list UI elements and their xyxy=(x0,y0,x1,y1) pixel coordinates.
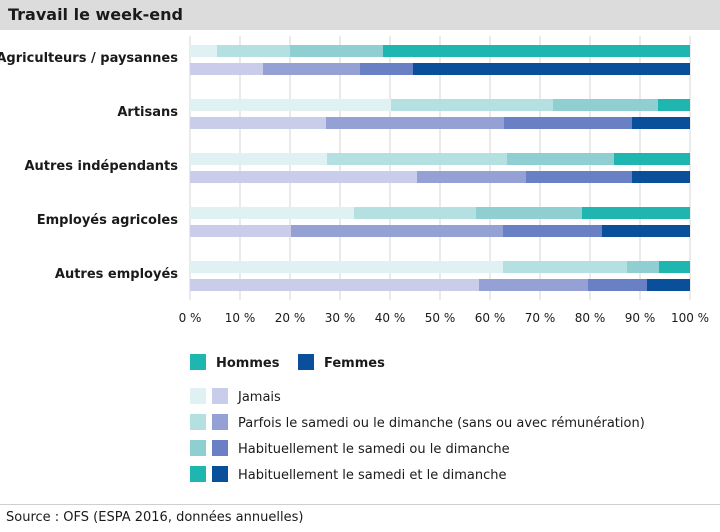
legend-swatch-femmes-level xyxy=(212,388,228,404)
legend-swatch-hommes-level xyxy=(190,388,206,404)
legend-label-femmes: Femmes xyxy=(324,356,385,371)
bar-segment-hommes xyxy=(190,207,354,219)
source-divider xyxy=(0,504,720,505)
bar-segment-femmes xyxy=(190,171,417,183)
bar-segment-femmes xyxy=(190,117,326,129)
legend-swatch-femmes-level xyxy=(212,466,228,482)
legend-swatch-femmes-level xyxy=(212,440,228,456)
bar-segment-femmes xyxy=(504,117,632,129)
bar-segment-femmes xyxy=(479,279,588,291)
legend-swatch-femmes-level xyxy=(212,414,228,430)
legend-swatch-femmes xyxy=(298,354,314,370)
bar-segment-femmes xyxy=(588,279,647,291)
bar-segment-femmes xyxy=(326,117,504,129)
bar-segment-hommes xyxy=(217,45,290,57)
x-tick-label: 10 % xyxy=(225,311,256,325)
chart-title: Travail le week-end xyxy=(8,5,183,24)
bar-segment-hommes xyxy=(503,261,627,273)
x-tick-label: 0 % xyxy=(179,311,202,325)
bar-segment-femmes xyxy=(602,225,690,237)
x-tick-label: 20 % xyxy=(275,311,306,325)
bar-segment-hommes xyxy=(553,99,658,111)
bar-segment-hommes xyxy=(507,153,614,165)
bar-segment-hommes xyxy=(190,45,217,57)
legend-label-level: Jamais xyxy=(237,390,281,405)
category-label: Employés agricoles xyxy=(37,213,179,228)
bar-segment-hommes xyxy=(614,153,690,165)
bar-segment-femmes xyxy=(190,63,263,75)
bar-segment-femmes xyxy=(526,171,632,183)
bar-segment-hommes xyxy=(290,45,383,57)
x-tick-label: 30 % xyxy=(325,311,356,325)
source-note: Source : OFS (ESPA 2016, données annuell… xyxy=(6,510,304,525)
x-tick-label: 90 % xyxy=(625,311,656,325)
x-tick-label: 50 % xyxy=(425,311,456,325)
legend-label-level: Parfois le samedi ou le dimanche (sans o… xyxy=(238,416,645,431)
bar-segment-hommes xyxy=(658,99,690,111)
legend-swatch-hommes-level xyxy=(190,440,206,456)
bar-segment-femmes xyxy=(632,171,690,183)
bar-segment-femmes xyxy=(291,225,503,237)
bar-segment-hommes xyxy=(627,261,659,273)
bar-segment-hommes xyxy=(190,99,391,111)
bar-segment-femmes xyxy=(417,171,526,183)
category-label: Artisans xyxy=(117,105,178,120)
legend-swatch-hommes xyxy=(190,354,206,370)
bar-segment-femmes xyxy=(647,279,690,291)
bar-segment-hommes xyxy=(190,153,327,165)
bar-segment-femmes xyxy=(190,225,291,237)
legend-label-hommes: Hommes xyxy=(216,356,280,371)
legend-swatch-hommes-level xyxy=(190,414,206,430)
bar-segment-femmes xyxy=(190,279,479,291)
x-tick-label: 100 % xyxy=(671,311,709,325)
legend-label-level: Habituellement le samedi et le dimanche xyxy=(238,468,507,483)
bar-segment-hommes xyxy=(476,207,582,219)
stacked-bar-chart: 0 % 10 % 20 % 30 % 40 % 50 % 60 % 70 % 80 % 90 % 1… xyxy=(0,36,709,483)
bar-segment-femmes xyxy=(360,63,413,75)
x-tick-label: 60 % xyxy=(475,311,506,325)
bar-segment-hommes xyxy=(582,207,690,219)
bar-segment-hommes xyxy=(383,45,690,57)
x-tick-label: 40 % xyxy=(375,311,406,325)
legend-swatch-hommes-level xyxy=(190,466,206,482)
bar-segment-hommes xyxy=(354,207,476,219)
x-tick-label: 70 % xyxy=(525,311,556,325)
bar-segment-femmes xyxy=(413,63,690,75)
bar-segment-hommes xyxy=(190,261,503,273)
bar-segment-femmes xyxy=(632,117,690,129)
category-label: Agriculteurs / paysannes xyxy=(0,51,178,66)
x-tick-label: 80 % xyxy=(575,311,606,325)
legend-label-level: Habituellement le samedi ou le dimanche xyxy=(238,442,510,457)
bar-segment-femmes xyxy=(503,225,602,237)
bar-segment-hommes xyxy=(391,99,553,111)
bar-segment-hommes xyxy=(327,153,507,165)
title-bar xyxy=(0,0,720,30)
bar-segment-hommes xyxy=(659,261,690,273)
category-label: Autres employés xyxy=(55,267,178,282)
category-label: Autres indépendants xyxy=(24,159,178,174)
bar-segment-femmes xyxy=(263,63,360,75)
